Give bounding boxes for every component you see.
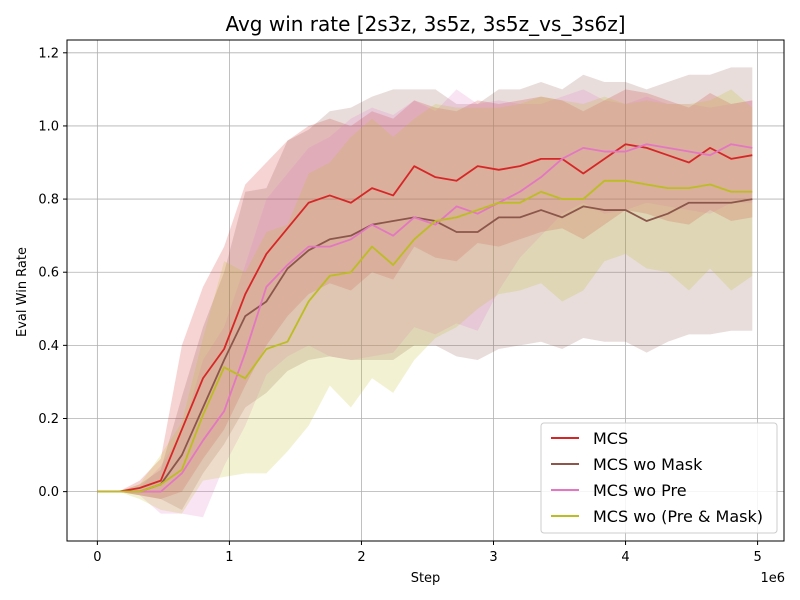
x-tick-label: 5 (753, 550, 761, 565)
legend-frame (540, 422, 778, 534)
y-tick-label: 0.0 (38, 485, 59, 500)
series-line-mcs-wo-mask (97, 198, 753, 493)
x-tick-label: 2 (357, 550, 365, 565)
chart-title: Avg win rate [2s3z, 3s5z, 3s5z_vs_3s6z] (225, 12, 625, 36)
x-tick-label: 3 (489, 550, 497, 565)
x-tick-label: 4 (621, 550, 629, 565)
x-tick-label: 0 (93, 550, 101, 565)
x-axis-offset-label: 1e6 (760, 571, 785, 586)
y-tick-label: 1.0 (38, 119, 59, 134)
y-tick-label: 0.2 (38, 412, 59, 427)
y-axis-label: Eval Win Rate (15, 247, 30, 337)
x-tick-label: 1 (225, 550, 233, 565)
legend-label-mcs-wo-pre-mask: MCS wo (Pre & Mask) (593, 507, 763, 526)
legend-label-mcs: MCS (593, 429, 628, 448)
legend-label-mcs-wo-mask: MCS wo Mask (593, 455, 703, 474)
legend: MCS MCS wo Mask MCS wo Pre MCS wo (Pre & Ma… (540, 422, 778, 534)
plot-frame (66, 39, 785, 542)
series-line-mcs-wo-pre (97, 143, 753, 493)
y-tick-label: 0.4 (38, 339, 59, 354)
legend-label-mcs-wo-pre: MCS wo Pre (593, 481, 687, 500)
y-tick-label: 1.2 (38, 46, 59, 61)
plot-area (67, 40, 784, 541)
series-line-mcs-wo-pre-mask (97, 179, 753, 493)
band-mcs (97, 89, 753, 499)
band-mcs-wo-pre (97, 89, 753, 518)
band-mcs-wo-mask (97, 67, 753, 510)
y-tick-label: 0.8 (38, 193, 59, 208)
y-tick-label: 0.6 (38, 266, 59, 281)
x-axis-label: Step (411, 571, 441, 586)
series-line-mcs (97, 143, 753, 493)
